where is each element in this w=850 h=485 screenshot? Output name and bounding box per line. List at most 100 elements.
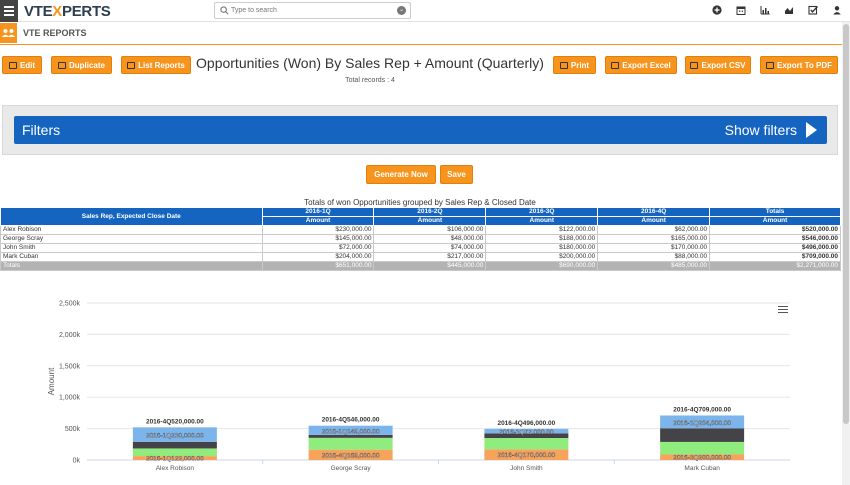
export-csv-button[interactable]: Export CSV [685,56,751,74]
y-tick-label: 2,000k [59,332,81,339]
table-cell: $74,000.00 [373,243,487,253]
search-icon [220,6,229,15]
users-icon [0,23,17,43]
top-navbar: VTEXPERTS ⌄ [0,0,850,22]
table-row: John Smith $72,000.00 $74,000.00 $180,00… [0,243,841,253]
segment-data-label: 2016-3Q200,000.00 [673,455,731,462]
bar-segment [308,425,393,435]
search-dropdown-icon[interactable]: ⌄ [397,6,406,15]
global-search[interactable]: ⌄ [214,2,411,19]
totals-row: Totals $651,000.00 $445,000.00 $690,000.… [0,261,841,271]
table-cell: $180,000.00 [485,243,599,253]
save-button[interactable]: Save [440,165,473,184]
module-title: VTE REPORTS [23,28,87,38]
table-cell: $230,000.00 [261,225,375,235]
search-input[interactable] [231,4,391,17]
row-label: Totals [0,261,263,271]
table-cell: $188,000.00 [485,234,599,244]
edit-button-label: Edit [19,60,36,70]
vtexperts-logo[interactable]: VTEXPERTS [24,3,111,20]
total-data-label: 2016-4Q496,000.00 [497,420,555,427]
list-reports-button-label: List Reports [138,60,185,70]
bar-segment [132,427,217,442]
bar-segment [484,433,569,439]
filters-bar[interactable]: Filters Show filters [14,116,827,144]
x-tick-label: Alex Robison [156,465,195,472]
logo-text: VTE [24,3,53,20]
bar-segment [660,415,745,429]
row-label: Mark Cuban [0,252,263,262]
amount-subheader: Amount [485,216,599,226]
table-cell: $48,000.00 [373,234,487,244]
y-tick-label: 1,500k [59,363,81,370]
table-cell: $122,000.00 [485,225,599,235]
duplicate-icon [57,61,66,69]
export-icon [766,61,775,69]
menu-icon[interactable] [0,0,18,22]
table-cell: $106,000.00 [373,225,487,235]
bar-segment [308,434,393,438]
scrollbar-thumb[interactable] [843,24,849,424]
calendar-icon[interactable] [736,5,746,15]
bar-segment [484,428,569,434]
table-cell: $200,000.00 [485,252,599,262]
page-scrollbar[interactable] [842,22,850,485]
show-filters-toggle[interactable]: Show filters [724,122,797,138]
duplicate-button[interactable]: Duplicate [51,56,112,74]
segment-data-label: 2016-1Q122,000.00 [146,456,204,463]
stacked-bar-chart: 0k 500k 1,000k 1,500k 2,000k 2,500k Amount Alex… [0,285,842,485]
y-tick-label: 500k [65,426,81,433]
export-pdf-button-label: Export To PDF [777,60,832,70]
export-excel-button[interactable]: Export Excel [605,56,677,74]
y-tick-label: 0k [73,458,81,465]
table-cell: $204,000.00 [261,252,375,262]
segment-data-label: 2016-4Q165,000.00 [322,452,380,459]
row-total: $496,000.00 [709,243,841,253]
amount-subheader: Amount [373,216,487,226]
quarter-header: 2016-3Q [485,207,599,217]
table-cell: $165,000.00 [597,234,711,244]
amount-subheader: Amount [597,216,711,226]
print-button[interactable]: Print [553,56,596,74]
hamburger-icon[interactable] [778,306,788,314]
row-total: $709,000.00 [709,252,841,262]
bar-segment [308,449,393,460]
edit-icon [8,61,17,69]
table-caption: Totals of won Opportunities grouped by S… [304,198,536,207]
segment-data-label: 2016-4Q170,000.00 [497,452,555,459]
generate-now-button[interactable]: Generate Now [366,165,436,184]
x-tick-label: John Smith [510,465,543,472]
bar-segment [660,441,745,455]
bar-segment [484,438,569,450]
total-data-label: 2016-4Q709,000.00 [673,406,731,413]
export-pdf-button[interactable]: Export To PDF [760,56,838,74]
export-csv-button-label: Export CSV [701,60,746,70]
bar-segment [132,448,217,457]
report-title: Opportunities (Won) By Sales Rep + Amoun… [196,55,544,71]
filters-label: Filters [22,122,61,138]
checkbox-icon[interactable] [808,5,818,15]
y-tick-label: 2,500k [59,301,81,308]
table-row: George Scray $145,000.00 $48,000.00 $188… [0,234,841,244]
plus-circle-icon[interactable] [712,5,722,15]
amount-subheader: Amount [261,216,375,226]
user-icon[interactable] [832,5,842,15]
table-cell: $72,000.00 [261,243,375,253]
list-reports-button[interactable]: List Reports [121,56,191,74]
chart-svg: 0k 500k 1,000k 1,500k 2,000k 2,500k Amount Alex… [47,301,790,472]
total-data-label: 2016-4Q520,000.00 [146,418,204,425]
segment-data-label: 2016-1Q230,000.00 [146,432,204,439]
bar-segment [660,454,745,460]
bar-segment [132,456,217,460]
segment-data-label: 2016-1Q72,000.00 [499,429,554,436]
y-axis-label: Amount [47,367,56,395]
area-chart-icon[interactable] [784,5,794,15]
bar-chart-icon[interactable] [760,5,770,15]
edit-button[interactable]: Edit [2,56,42,74]
bar-segment [660,428,745,442]
table-cell: $651,000.00 [261,261,375,271]
arrow-right-icon[interactable] [806,122,817,138]
report-table: Sales Rep, Expected Close Date 2016-1Q 2… [0,207,841,271]
bar-segment [484,449,569,460]
row-label: Alex Robison [0,225,263,235]
